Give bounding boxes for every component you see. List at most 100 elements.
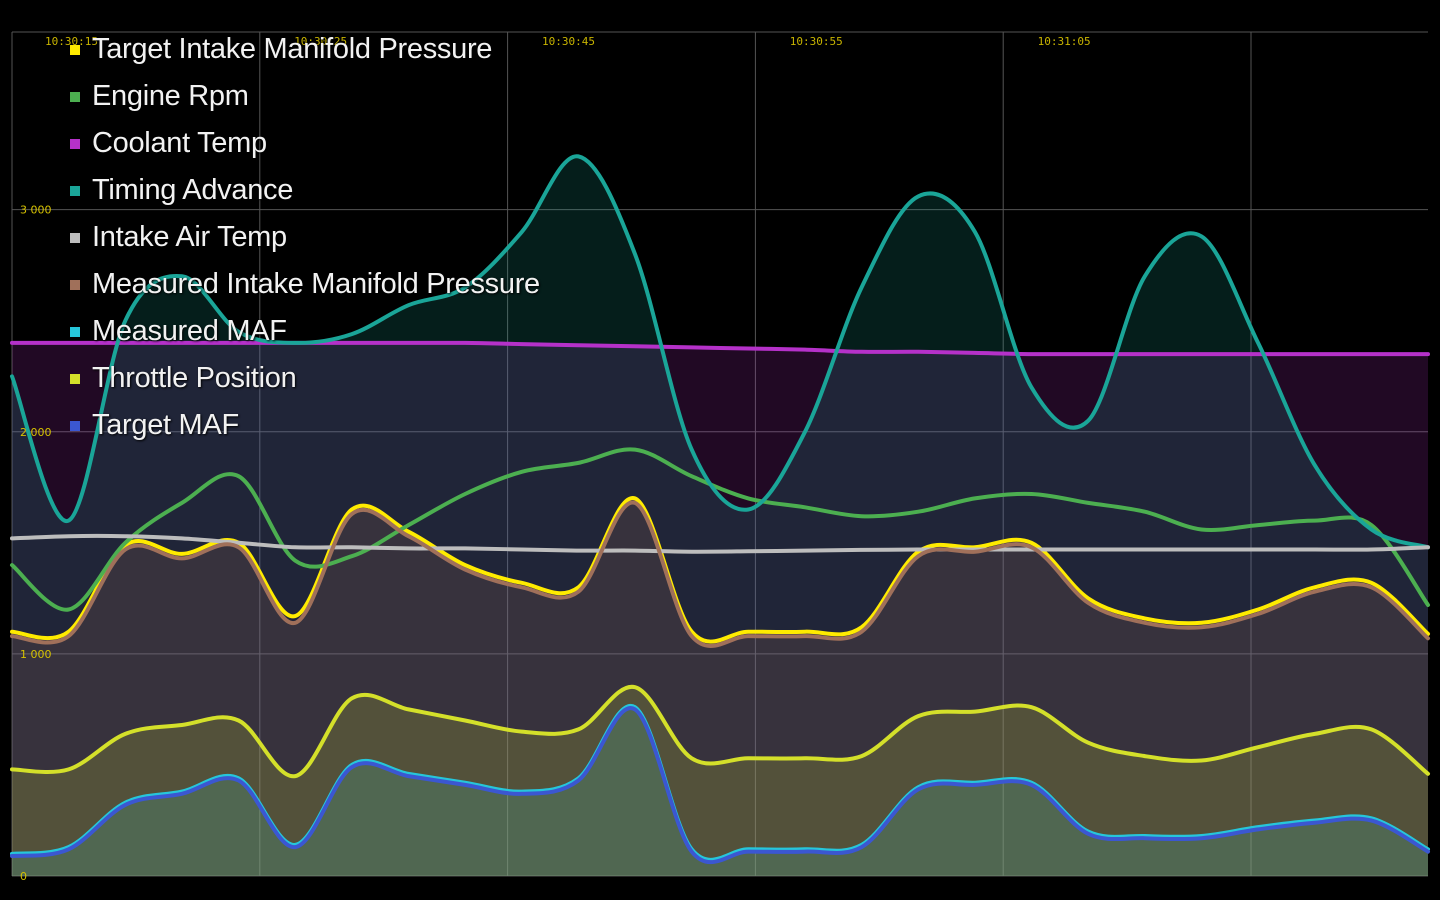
series-line-engine-rpm [10,447,1430,612]
data-point-target-intake-manifold-pressure [521,582,523,584]
data-point-measured-intake-manifold-pressure [1144,622,1146,624]
data-point-coolant-temp [11,342,13,344]
data-point-timing-advance [747,508,749,510]
legend-item-engine-rpm[interactable]: Engine Rpm [70,73,540,120]
data-point-engine-rpm [1427,604,1429,606]
legend-item-target-intake-manifold-pressure[interactable]: Target Intake Manifold Pressure [70,26,540,73]
x-tick-label: 10:30:55 [790,35,843,48]
data-point-throttle-position [11,768,13,770]
data-point-target-intake-manifold-pressure [1200,622,1202,624]
legend-label: Measured Intake Manifold Pressure [92,268,540,300]
data-point-coolant-temp [1200,353,1202,355]
data-point-intake-air-temp [351,546,353,548]
series-line-throttle-position [10,685,1430,779]
data-point-throttle-position [1200,759,1202,761]
data-point-engine-rpm [974,497,976,499]
data-point-target-intake-manifold-pressure [407,531,409,533]
data-point-intake-air-temp [1370,548,1372,550]
data-point-timing-advance [577,155,579,157]
data-point-measured-intake-manifold-pressure [974,551,976,553]
legend-item-measured-maf[interactable]: Measured MAF [70,308,540,355]
data-point-coolant-temp [1144,353,1146,355]
data-point-throttle-position [577,728,579,730]
data-point-measured-intake-manifold-pressure [1370,586,1372,588]
data-point-measured-intake-manifold-pressure [237,546,239,548]
data-point-intake-air-temp [634,549,636,551]
data-point-target-intake-manifold-pressure [181,553,183,555]
data-point-throttle-position [294,775,296,777]
y-tick-label: 2 000 [20,426,52,439]
data-point-target-maf [521,793,523,795]
legend-label: Target Intake Manifold Pressure [92,33,493,65]
data-point-throttle-position [1427,773,1429,775]
legend-swatch [70,138,80,149]
series-fill-measured-intake-manifold-pressure [12,502,1428,876]
x-tick-label: 10:31:05 [1038,35,1091,48]
data-point-target-maf [1427,850,1429,852]
data-point-measured-intake-manifold-pressure [917,555,919,557]
legend-label: Target MAF [92,409,239,441]
data-point-coolant-temp [1370,353,1372,355]
data-point-throttle-position [464,719,466,721]
legend-item-measured-intake-manifold-pressure[interactable]: Measured Intake Manifold Pressure [70,261,540,308]
data-point-target-maf [351,766,353,768]
data-point-target-maf [1314,821,1316,823]
data-point-throttle-position [407,708,409,710]
data-point-intake-air-temp [294,546,296,548]
data-point-target-intake-manifold-pressure [351,508,353,510]
data-point-target-maf [690,850,692,852]
data-point-measured-intake-manifold-pressure [1030,546,1032,548]
data-point-timing-advance [1314,464,1316,466]
legend-item-coolant-temp[interactable]: Coolant Temp [70,120,540,167]
data-point-target-maf [917,788,919,790]
data-point-measured-intake-manifold-pressure [1427,637,1429,639]
data-point-intake-air-temp [1200,548,1202,550]
legend-swatch [70,185,80,196]
legend-item-timing-advance[interactable]: Timing Advance [70,167,540,214]
legend-swatch [70,420,80,431]
data-point-target-maf [747,850,749,852]
data-point-coolant-temp [1257,353,1259,355]
data-point-target-intake-manifold-pressure [1257,608,1259,610]
data-point-coolant-temp [917,351,919,353]
data-point-timing-advance [1087,419,1089,421]
data-point-measured-intake-manifold-pressure [181,557,183,559]
data-point-throttle-position [351,697,353,699]
data-point-coolant-temp [577,344,579,346]
data-point-engine-rpm [237,475,239,477]
data-point-intake-air-temp [67,535,69,537]
data-point-coolant-temp [747,347,749,349]
data-point-timing-advance [1200,235,1202,237]
legend-item-throttle-position[interactable]: Throttle Position [70,355,540,402]
legend-item-target-maf[interactable]: Target MAF [70,402,540,449]
data-point-measured-intake-manifold-pressure [521,586,523,588]
data-point-target-maf [1257,828,1259,830]
data-point-throttle-position [1087,742,1089,744]
data-point-intake-air-temp [804,549,806,551]
data-point-engine-rpm [804,506,806,508]
data-point-timing-advance [11,375,13,377]
data-point-engine-rpm [1257,524,1259,526]
data-point-measured-intake-manifold-pressure [747,635,749,637]
data-point-coolant-temp [804,348,806,350]
data-point-target-intake-manifold-pressure [577,586,579,588]
legend-swatch [70,279,80,290]
data-point-engine-rpm [464,493,466,495]
data-point-timing-advance [1370,528,1372,530]
data-point-measured-intake-manifold-pressure [804,635,806,637]
data-point-intake-air-temp [1427,546,1429,548]
data-point-target-intake-manifold-pressure [634,497,636,499]
data-point-target-intake-manifold-pressure [294,615,296,617]
data-point-intake-air-temp [237,542,239,544]
data-point-intake-air-temp [860,549,862,551]
data-point-measured-intake-manifold-pressure [690,635,692,637]
legend-item-intake-air-temp[interactable]: Intake Air Temp [70,214,540,261]
data-point-throttle-position [1314,733,1316,735]
data-point-engine-rpm [917,511,919,513]
data-point-measured-intake-manifold-pressure [464,568,466,570]
data-point-measured-intake-manifold-pressure [634,502,636,504]
data-point-measured-intake-manifold-pressure [294,622,296,624]
data-point-throttle-position [237,719,239,721]
x-tick-label: 10:30:15 [45,35,98,48]
